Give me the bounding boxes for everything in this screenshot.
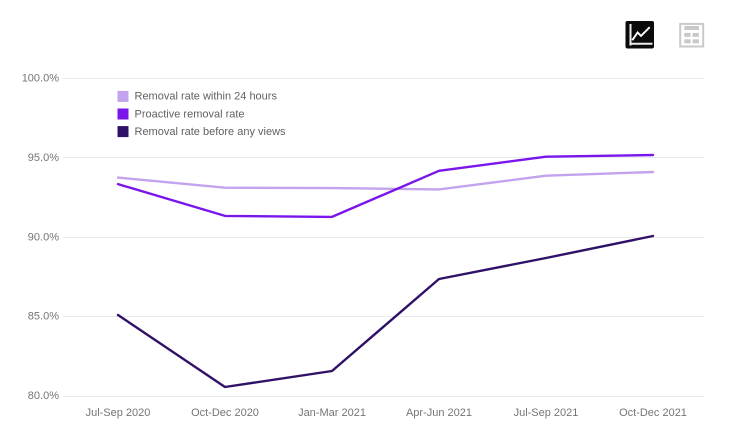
svg-text:90.0%: 90.0% bbox=[28, 231, 59, 243]
svg-text:Oct-Dec 2021: Oct-Dec 2021 bbox=[619, 407, 687, 419]
svg-text:95.0%: 95.0% bbox=[28, 152, 59, 164]
svg-text:80.0%: 80.0% bbox=[28, 390, 59, 402]
svg-text:100.0%: 100.0% bbox=[22, 73, 60, 85]
svg-text:Apr-Jun 2021: Apr-Jun 2021 bbox=[406, 407, 472, 419]
svg-text:Removal rate within 24 hours: Removal rate within 24 hours bbox=[135, 91, 278, 103]
svg-text:Jan-Mar 2021: Jan-Mar 2021 bbox=[298, 407, 366, 419]
svg-text:Removal rate before any views: Removal rate before any views bbox=[135, 126, 287, 138]
svg-text:Jul-Sep 2021: Jul-Sep 2021 bbox=[514, 407, 579, 419]
svg-text:85.0%: 85.0% bbox=[28, 311, 59, 323]
svg-text:Jul-Sep 2020: Jul-Sep 2020 bbox=[86, 407, 151, 419]
svg-text:Oct-Dec 2020: Oct-Dec 2020 bbox=[191, 407, 259, 419]
svg-text:Proactive removal rate: Proactive removal rate bbox=[135, 108, 245, 120]
